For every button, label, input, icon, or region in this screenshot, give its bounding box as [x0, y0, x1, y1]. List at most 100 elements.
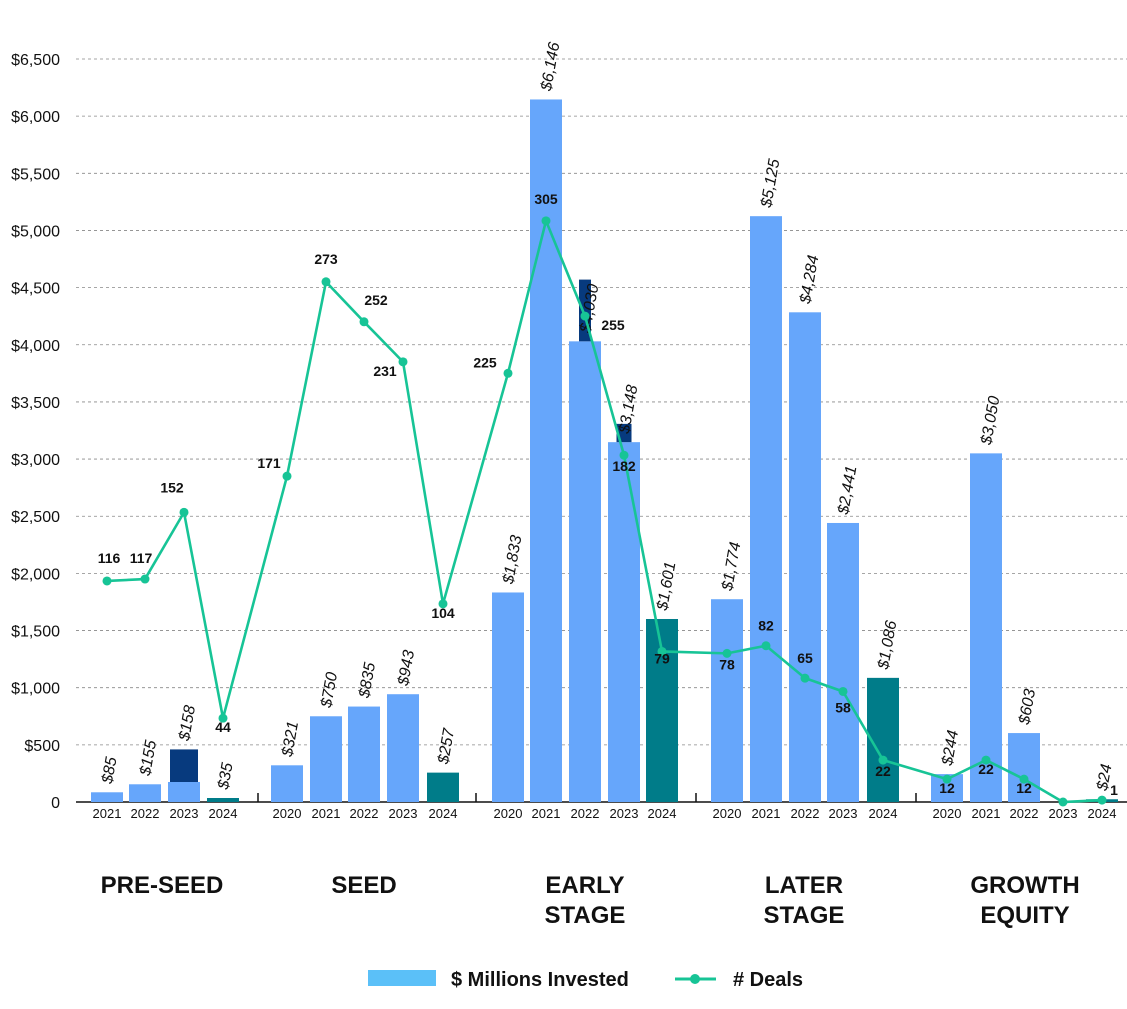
- x-tick-label: 2023: [389, 806, 418, 821]
- bar: [129, 784, 161, 802]
- bar: [970, 453, 1002, 802]
- legend-label-invested: $ Millions Invested: [451, 969, 629, 991]
- deals-point: [102, 576, 112, 586]
- bar-extra-segment: [170, 749, 198, 782]
- bar: [387, 694, 419, 802]
- deals-label: 44: [215, 719, 231, 735]
- x-tick-label: 2024: [869, 806, 898, 821]
- bar: [569, 341, 601, 802]
- bar-value-label: $321: [279, 720, 302, 759]
- bar-value-label: $835: [356, 661, 379, 700]
- deals-point: [140, 574, 150, 584]
- deals-label: 78: [719, 656, 735, 672]
- deals-label: 252: [364, 292, 388, 308]
- bar: [348, 706, 380, 802]
- bar-value-label: $6,146: [538, 41, 563, 93]
- x-tick-label: 2023: [610, 806, 639, 821]
- legend-swatch-deals-marker: [690, 974, 700, 984]
- deals-point: [838, 686, 848, 696]
- deals-label: 116: [98, 550, 121, 566]
- group-label: PRE-SEED: [101, 872, 224, 899]
- x-tick-label: 2020: [494, 806, 523, 821]
- deals-point: [800, 673, 810, 683]
- bar: [271, 765, 303, 802]
- bar: [492, 592, 524, 802]
- x-tick-label: 2023: [170, 806, 199, 821]
- deals-point: [981, 755, 991, 765]
- x-tick-label: 2020: [713, 806, 742, 821]
- deals-label: 225: [473, 354, 497, 370]
- x-tick-label: 2021: [752, 806, 781, 821]
- deals-label: 255: [601, 317, 625, 333]
- x-tick-label: 2022: [350, 806, 379, 821]
- deals-label: 12: [939, 780, 955, 796]
- bar: [711, 599, 743, 802]
- x-tick-label: 2020: [273, 806, 302, 821]
- x-tick-label: 2021: [312, 806, 341, 821]
- deals-point: [580, 311, 590, 321]
- x-tick-label: 2021: [532, 806, 561, 821]
- bar-value-label: $85: [99, 756, 121, 786]
- bar-value-label: $943: [395, 649, 418, 688]
- deals-label: 22: [978, 761, 994, 777]
- deals-point: [503, 368, 513, 378]
- group-label: GROWTH: [970, 872, 1079, 899]
- deals-point: [1019, 774, 1029, 784]
- bar: [310, 716, 342, 802]
- deals-label: 117: [130, 550, 153, 566]
- x-tick-label: 2022: [1010, 806, 1039, 821]
- deals-label: 79: [654, 650, 670, 666]
- deals-point: [1058, 797, 1068, 807]
- deals-point: [541, 216, 551, 226]
- legend-swatch-invested: [368, 970, 436, 986]
- group-label: STAGE: [764, 902, 845, 929]
- deals-label: 104: [431, 605, 455, 621]
- x-tick-label: 2022: [571, 806, 600, 821]
- x-tick-label: 2021: [93, 806, 122, 821]
- deals-point: [359, 317, 369, 327]
- deals-point: [282, 471, 292, 481]
- deals-point: [619, 450, 629, 460]
- deals-label: 231: [373, 363, 397, 379]
- x-tick-label: 2024: [1088, 806, 1117, 821]
- x-tick-label: 2023: [1049, 806, 1078, 821]
- bar-value-label: $4,284: [797, 254, 822, 306]
- deals-label: 182: [612, 458, 636, 474]
- bar: [427, 772, 459, 802]
- deals-label: 22: [875, 763, 891, 779]
- y-tick-label: $6,000: [11, 109, 60, 126]
- bar-value-label: $1,833: [500, 534, 525, 586]
- bar-value-label: $1,601: [654, 561, 679, 613]
- y-tick-label: $500: [24, 738, 60, 755]
- bar-value-label: $244: [939, 729, 962, 768]
- y-tick-label: $1,500: [11, 624, 60, 641]
- deals-point: [761, 641, 771, 651]
- bar-value-label: $155: [137, 739, 160, 778]
- group-label: STAGE: [545, 902, 626, 929]
- deals-point: [878, 755, 888, 765]
- bar: [750, 216, 782, 802]
- y-tick-label: $5,500: [11, 166, 60, 183]
- bar: [168, 781, 200, 802]
- group-label: EARLY: [545, 872, 624, 899]
- y-tick-label: $4,500: [11, 281, 60, 298]
- bar: [91, 792, 123, 802]
- x-tick-label: 2022: [791, 806, 820, 821]
- deals-point: [438, 599, 448, 609]
- deals-point: [321, 277, 331, 287]
- x-tick-label: 2024: [648, 806, 677, 821]
- x-tick-label: 2023: [829, 806, 858, 821]
- y-tick-label: 0: [51, 795, 60, 812]
- x-tick-label: 2022: [131, 806, 160, 821]
- bar-value-label: $750: [318, 671, 341, 710]
- deals-line: [106, 216, 1103, 804]
- deals-label: 171: [257, 455, 281, 471]
- deals-label: 82: [758, 618, 774, 634]
- bar: [827, 522, 859, 802]
- y-tick-label: $2,000: [11, 566, 60, 583]
- x-tick-label: 2021: [972, 806, 1001, 821]
- deals-label: 65: [797, 650, 813, 666]
- group-label: LATER: [765, 872, 843, 899]
- bar-value-label: $257: [435, 726, 458, 766]
- x-tick-label: 2024: [209, 806, 238, 821]
